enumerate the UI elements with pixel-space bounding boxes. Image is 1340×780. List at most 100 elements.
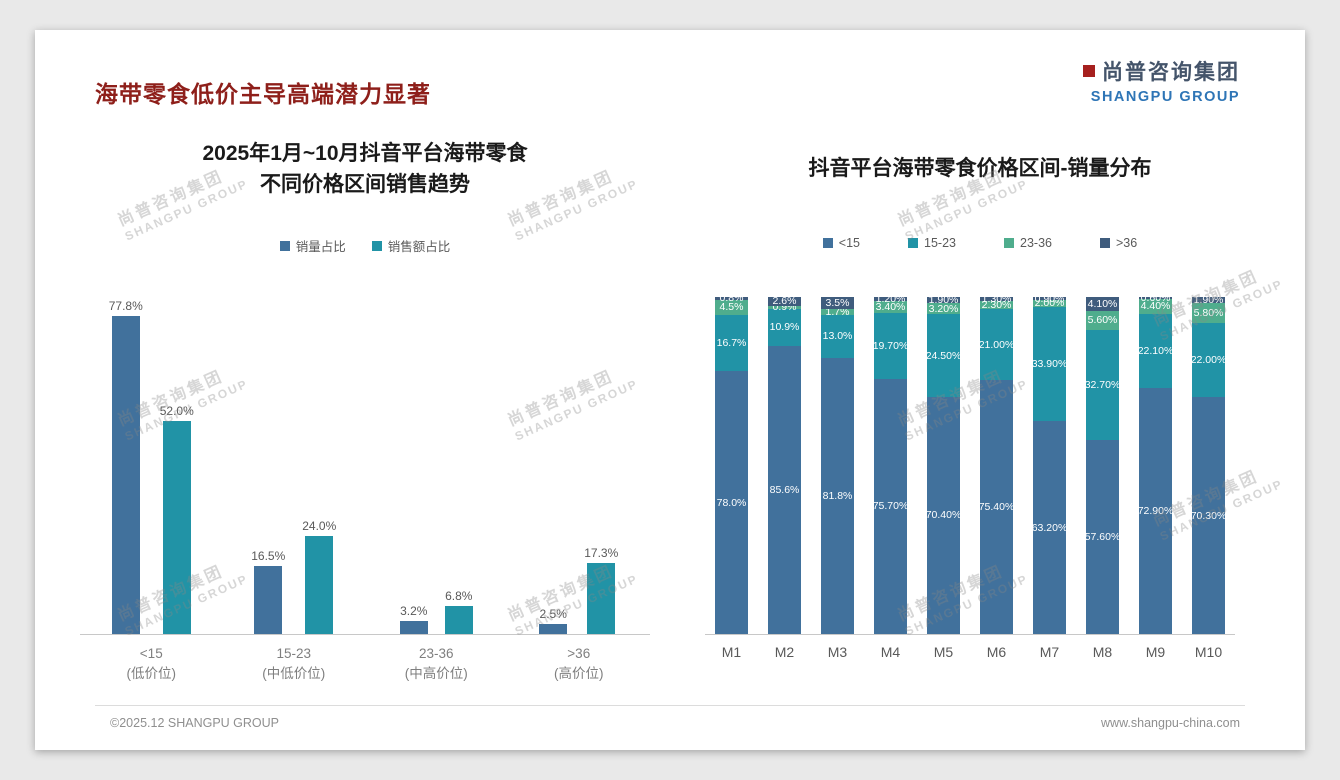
segment->36: [715, 297, 748, 300]
segment->36: [1033, 297, 1066, 300]
segment-label: 72.90%: [1139, 505, 1172, 518]
category-label: 23-36 (中高价位): [365, 644, 508, 684]
stacked-bar-slot: 72.90% 22.10% 4.40% 0.60%: [1129, 288, 1182, 634]
segment-15-23: [927, 314, 960, 397]
grouped-category-axis: <15 (低价位) 15-23 (中低价位) 23-36 (中高价位) >36 (高价位): [80, 644, 650, 684]
legend-label: 销量占比: [295, 240, 346, 254]
category-range: >36: [567, 646, 591, 661]
segment-23-36: [1139, 299, 1172, 314]
segment->36: [1192, 297, 1225, 304]
category-label: <15 (低价位): [80, 644, 223, 684]
segment-label: 21.00%: [980, 338, 1013, 351]
grouped-bar-plot: 77.8% 52.0% 16.5% 24.0% 3.2% 6.8% 2.5% 17.3%: [80, 299, 650, 635]
stacked-bar-slot: 78.0% 16.7% 4.5% 0.8%: [705, 288, 758, 634]
segment-label: 13.0%: [822, 330, 853, 343]
segment-label: 1.90%: [1193, 294, 1224, 307]
segment-label: 3.40%: [875, 300, 906, 313]
revenue-bar-unit: 6.8%: [444, 299, 473, 634]
segment-15-23: [1033, 306, 1066, 421]
month-label: M2: [774, 644, 795, 660]
company-logo: 尚普咨询集团 SHANGPU GROUP: [1083, 56, 1240, 105]
segment->36: [768, 297, 801, 306]
month-label: M4: [880, 644, 901, 660]
legend-item-销售额占比: 销售额占比: [371, 236, 450, 255]
revenue-bar: [587, 563, 616, 634]
stacked-bar: 81.8% 13.0% 1.7% 3.5%: [821, 287, 854, 634]
legend-swatch-icon: [371, 240, 382, 251]
revenue-bar-unit: 24.0%: [302, 299, 336, 634]
segment-label: 78.0%: [716, 496, 747, 509]
segment-15-23: [715, 314, 748, 372]
volume-bar-unit: 16.5%: [251, 299, 285, 634]
segment->36: [874, 297, 907, 301]
segment-23-36: [1192, 303, 1225, 323]
segment-15-23: [1192, 323, 1225, 398]
slide: 海带零食低价主导高端潜力显著 尚普咨询集团 SHANGPU GROUP 2025…: [35, 30, 1305, 750]
stacked-month-axis: M1 M2 M3 M4 M5 M6 M7 M8 M9 M10: [705, 644, 1235, 660]
segment-label: 1.90%: [928, 294, 959, 307]
month-label: M7: [1039, 644, 1060, 660]
logo-en-text: SHANGPU GROUP: [1090, 89, 1240, 105]
segment-label: 4.5%: [719, 301, 744, 314]
stacked-bar-slot: 85.6% 10.9% 0.9% 2.6%: [758, 288, 811, 634]
legend-swatch-icon: [908, 238, 919, 248]
segment-label: 22.10%: [1139, 345, 1172, 358]
segment-23-36: [1033, 300, 1066, 307]
bar-value-label: 52.0%: [159, 404, 194, 418]
bar-group: 3.2% 6.8%: [365, 299, 508, 634]
segment-label: 2.00%: [1034, 297, 1065, 310]
category-tier: (低价位): [126, 666, 177, 681]
stacked-bar: 75.40% 21.00% 2.30% 1.30%: [980, 287, 1013, 634]
bar-value-label: 77.8%: [108, 299, 143, 313]
segment-label: 4.10%: [1087, 297, 1118, 310]
segment-<15: [1139, 388, 1172, 634]
category-tier: (中低价位): [262, 666, 326, 681]
stacked-chart-legend: <15 15-23 23-36 >36: [700, 236, 1260, 250]
bar-group: 2.5% 17.3%: [508, 299, 651, 634]
segment-23-36: [715, 299, 748, 315]
segment-label: 1.30%: [981, 293, 1012, 306]
stacked-bar-slot: 57.60% 32.70% 5.60% 4.10%: [1076, 288, 1129, 634]
stacked-bar-slot: 70.40% 24.50% 3.20% 1.90%: [917, 288, 970, 634]
volume-bar: [399, 621, 428, 634]
stacked-bar: 57.60% 32.70% 5.60% 4.10%: [1086, 287, 1119, 634]
volume-bar: [539, 624, 568, 634]
segment->36: [1086, 297, 1119, 311]
segment-15-23: [1139, 313, 1172, 389]
segment-23-36: [874, 301, 907, 313]
segment-23-36: [768, 305, 801, 309]
segment-label: 2.6%: [772, 295, 797, 308]
footer-copyright: ©2025.12 SHANGPU GROUP: [110, 716, 279, 730]
revenue-bar: [444, 606, 473, 634]
segment-<15: [1192, 397, 1225, 634]
legend-swatch-icon: [822, 238, 833, 248]
stacked-bar: 70.40% 24.50% 3.20% 1.90%: [927, 287, 960, 634]
segment-label: 32.70%: [1086, 378, 1119, 391]
segment-label: 19.70%: [874, 339, 907, 352]
segment-23-36: [821, 308, 854, 315]
segment-23-36: [1086, 310, 1119, 330]
legend-item-<15: <15: [822, 236, 860, 250]
category-label: 15-23 (中低价位): [223, 644, 366, 684]
legend-swatch-icon: [1099, 238, 1110, 248]
legend-label: >36: [1115, 236, 1138, 250]
segment-<15: [821, 358, 854, 634]
volume-bar-unit: 2.5%: [539, 299, 568, 634]
logo-cn-text: 尚普咨询集团: [1102, 61, 1240, 84]
bar-group: 16.5% 24.0%: [223, 299, 366, 634]
segment-label: 33.90%: [1033, 357, 1066, 370]
segment-15-23: [1086, 329, 1119, 440]
segment->36: [821, 297, 854, 309]
category-tier: (高价位): [554, 666, 604, 681]
segment-label: 2.30%: [981, 299, 1012, 312]
volume-bar: [111, 316, 140, 634]
grouped-chart-title-line2: 不同价格区间销售趋势: [260, 173, 470, 196]
segment-label: 0.8%: [719, 292, 744, 305]
legend-item-23-36: 23-36: [1004, 236, 1052, 250]
segment->36: [927, 297, 960, 304]
segment-label: 10.9%: [769, 321, 800, 334]
category-range: 15-23: [276, 646, 312, 661]
page-title: 海带零食低价主导高端潜力显著: [95, 81, 431, 107]
segment-label: 57.60%: [1086, 530, 1119, 543]
segment-label: 22.00%: [1192, 354, 1225, 366]
